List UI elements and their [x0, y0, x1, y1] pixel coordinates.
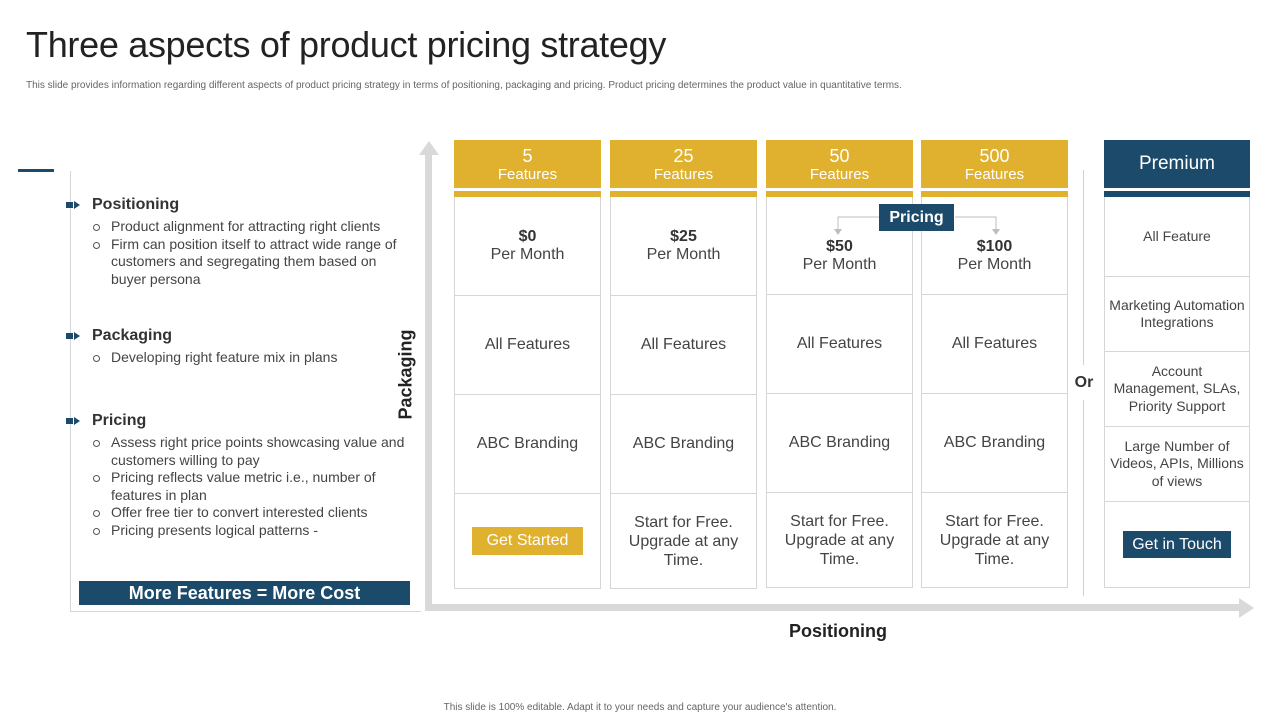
plan-branding-cell: ABC Branding: [455, 395, 600, 494]
plan-cta-cell: Get Started: [455, 494, 600, 588]
left-panel-frame: [70, 171, 421, 612]
plan-features-cell: All Features: [455, 296, 600, 395]
plan-features-cell: All Features: [767, 295, 912, 394]
plan-branding-cell: ABC Branding: [767, 394, 912, 493]
plan-header: 25 Features: [610, 140, 757, 188]
accent-line: [18, 169, 54, 172]
y-axis-label: Packaging: [395, 329, 416, 420]
x-axis-label: Positioning: [789, 621, 887, 641]
plan-feature-count: 5: [522, 146, 533, 166]
plan-price-cell: $50 Per Month: [767, 197, 912, 295]
divider-line: [1083, 170, 1084, 365]
arrow-up-icon: [419, 141, 439, 155]
premium-feature-cell: Large Number of Videos, APIs, Millions o…: [1105, 427, 1249, 502]
section-heading: Pricing: [92, 412, 147, 429]
plan-column: 500 Features $100 Per Month All Features…: [921, 140, 1068, 588]
bullet-list: Assess right price points showcasing val…: [66, 434, 406, 539]
plan-price-period: Per Month: [646, 246, 721, 263]
premium-column: Premium All Feature Marketing Automation…: [1104, 140, 1250, 588]
list-item: Pricing reflects value metric i.e., numb…: [92, 469, 406, 504]
plan-header-bar: [454, 191, 601, 197]
section-heading: Packaging: [92, 327, 173, 344]
plan-cta-text: Start for Free. Upgrade at any Time.: [939, 512, 1050, 568]
plan-header: 5 Features: [454, 140, 601, 188]
premium-feature-cell: Marketing Automation Integrations: [1105, 277, 1249, 352]
get-started-button[interactable]: Get Started: [471, 527, 584, 555]
arrow-right-icon: [1239, 598, 1254, 618]
plan-price-cell: $25 Per Month: [611, 197, 756, 296]
plan-column: 50 Features $50 Per Month All Features A…: [766, 140, 913, 588]
list-item: Pricing presents logical patterns -: [92, 522, 406, 540]
plan-cta-text: Start for Free. Upgrade at any Time.: [628, 513, 739, 569]
plan-column: 5 Features $0 Per Month All Features ABC…: [454, 140, 601, 589]
plan-header: 50 Features: [766, 140, 913, 188]
plan-cta-cell: Start for Free. Upgrade at any Time.: [767, 493, 912, 587]
bullet-list: Developing right feature mix in plans: [66, 349, 406, 367]
list-item: Product alignment for attracting right c…: [92, 218, 406, 236]
plan-price: $0: [518, 228, 537, 245]
arrow-bullet-icon: [66, 332, 80, 340]
plan-features-cell: All Features: [611, 296, 756, 395]
plan-cta-cell: Start for Free. Upgrade at any Time.: [922, 493, 1067, 587]
plan-price: $100: [976, 237, 1013, 255]
section-pricing: Pricing Assess right price points showca…: [66, 412, 406, 539]
premium-header-bar: [1104, 191, 1250, 197]
get-in-touch-button[interactable]: Get in Touch: [1123, 530, 1231, 559]
plan-feature-label: Features: [809, 166, 870, 183]
plan-column: 25 Features $25 Per Month All Features A…: [610, 140, 757, 589]
plan-branding-cell: ABC Branding: [611, 395, 756, 494]
bullet-list: Product alignment for attracting right c…: [66, 218, 406, 288]
plan-feature-label: Features: [653, 166, 714, 183]
plan-features-cell: All Features: [922, 295, 1067, 394]
list-item: Assess right price points showcasing val…: [92, 434, 406, 469]
plan-price-period: Per Month: [957, 255, 1032, 273]
pricing-tag: Pricing: [879, 204, 954, 231]
plan-price: $25: [670, 228, 697, 245]
plan-branding-cell: ABC Branding: [922, 394, 1067, 493]
plan-feature-label: Features: [964, 166, 1025, 183]
plan-price-cell: $100 Per Month: [922, 197, 1067, 295]
premium-cta-cell: Get in Touch: [1105, 502, 1249, 587]
plan-feature-label: Features: [497, 166, 558, 183]
pricing-bracket: [834, 216, 1000, 235]
section-heading: Positioning: [92, 196, 180, 213]
plan-price-period: Per Month: [802, 255, 877, 273]
premium-feature-cell: All Feature: [1105, 197, 1249, 277]
plan-cta-cell: Start for Free. Upgrade at any Time.: [611, 494, 756, 588]
list-item: Developing right feature mix in plans: [92, 349, 406, 367]
arrow-bullet-icon: [66, 201, 80, 209]
list-item: Firm can position itself to attract wide…: [92, 236, 406, 289]
premium-feature-cell: Account Management, SLAs, Priority Suppo…: [1105, 352, 1249, 427]
plan-price: $50: [826, 237, 853, 255]
plan-price-cell: $0 Per Month: [455, 197, 600, 296]
section-packaging: Packaging Developing right feature mix i…: [66, 327, 406, 367]
page-title: Three aspects of product pricing strateg…: [26, 24, 667, 65]
y-axis-line: [425, 150, 432, 610]
plan-header: 500 Features: [921, 140, 1068, 188]
footer-note: This slide is 100% editable. Adapt it to…: [443, 702, 837, 713]
plan-price-period: Per Month: [490, 246, 565, 263]
x-axis-line: [425, 604, 1241, 611]
cost-banner: More Features = More Cost: [79, 581, 410, 605]
page-subtitle: This slide provides information regardin…: [26, 80, 902, 91]
plan-cta-text: Start for Free. Upgrade at any Time.: [784, 512, 895, 568]
plan-feature-count: 25: [673, 146, 694, 166]
premium-header: Premium: [1104, 140, 1250, 188]
plan-header-bar: [610, 191, 757, 197]
plan-feature-count: 50: [829, 146, 850, 166]
section-positioning: Positioning Product alignment for attrac…: [66, 196, 406, 288]
plan-header-bar: [766, 191, 913, 197]
plan-header-bar: [921, 191, 1068, 197]
divider-line: [1083, 400, 1084, 596]
or-label: Or: [1074, 374, 1094, 391]
plan-feature-count: 500: [979, 146, 1010, 166]
list-item: Offer free tier to convert interested cl…: [92, 504, 406, 522]
arrow-bullet-icon: [66, 417, 80, 425]
